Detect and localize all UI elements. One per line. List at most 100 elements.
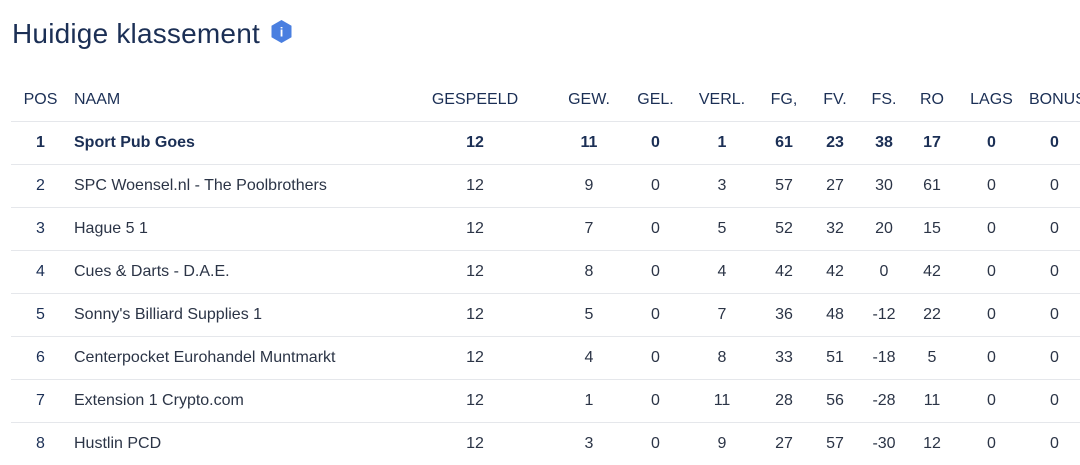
- cell-pos: 6: [11, 336, 70, 380]
- column-header-fv: FV.: [812, 79, 858, 122]
- column-header-fg: FG,: [756, 79, 812, 122]
- cell-lags: 0: [954, 250, 1029, 294]
- column-header-won: GEW.: [555, 79, 623, 122]
- cell-played: 12: [395, 379, 555, 423]
- cell-pos: 4: [11, 250, 70, 294]
- cell-fv: 57: [812, 422, 858, 465]
- cell-lost: 9: [688, 422, 756, 465]
- cell-name: Cues & Darts - D.A.E.: [70, 250, 395, 294]
- cell-won: 9: [555, 164, 623, 208]
- cell-lags: 0: [954, 293, 1029, 337]
- cell-drawn: 0: [623, 422, 688, 465]
- cell-drawn: 0: [623, 250, 688, 294]
- cell-name: Hustlin PCD: [70, 422, 395, 465]
- cell-pos: 2: [11, 164, 70, 208]
- cell-fs: 20: [858, 207, 910, 251]
- cell-fv: 27: [812, 164, 858, 208]
- cell-pos: 1: [11, 121, 70, 165]
- cell-lags: 0: [954, 121, 1029, 165]
- table-row: 2 SPC Woensel.nl - The Poolbrothers 12 9 0 3 5…: [11, 164, 1080, 208]
- cell-bonus: 0: [1029, 207, 1080, 251]
- cell-lags: 0: [954, 207, 1029, 251]
- cell-bonus: 0: [1029, 379, 1080, 423]
- cell-fv: 23: [812, 121, 858, 165]
- column-header-lags: LAGS: [954, 79, 1029, 122]
- cell-fg: 42: [756, 250, 812, 294]
- cell-won: 7: [555, 207, 623, 251]
- cell-ro: 15: [910, 207, 954, 251]
- cell-drawn: 0: [623, 336, 688, 380]
- cell-bonus: 0: [1029, 336, 1080, 380]
- column-header-pos: POS: [11, 79, 70, 122]
- cell-ro: 11: [910, 379, 954, 423]
- cell-fg: 33: [756, 336, 812, 380]
- table-row: 1 Sport Pub Goes 12 11 0 1 61 23 38 17 0 0: [11, 121, 1080, 165]
- cell-name: SPC Woensel.nl - The Poolbrothers: [70, 164, 395, 208]
- cell-lost: 5: [688, 207, 756, 251]
- info-icon[interactable]: i: [269, 19, 294, 44]
- cell-fg: 61: [756, 121, 812, 165]
- cell-fv: 48: [812, 293, 858, 337]
- cell-won: 1: [555, 379, 623, 423]
- cell-lost: 8: [688, 336, 756, 380]
- cell-fv: 42: [812, 250, 858, 294]
- table-row: 7 Extension 1 Crypto.com 12 1 0 11 28 56 -28 11 0 0: [11, 379, 1080, 423]
- cell-played: 12: [395, 121, 555, 165]
- cell-fs: -30: [858, 422, 910, 465]
- cell-fg: 57: [756, 164, 812, 208]
- cell-bonus: 0: [1029, 250, 1080, 294]
- cell-lost: 1: [688, 121, 756, 165]
- cell-fg: 27: [756, 422, 812, 465]
- cell-won: 3: [555, 422, 623, 465]
- cell-fs: -28: [858, 379, 910, 423]
- cell-pos: 8: [11, 422, 70, 465]
- cell-drawn: 0: [623, 379, 688, 423]
- cell-bonus: 0: [1029, 121, 1080, 165]
- cell-ro: 61: [910, 164, 954, 208]
- cell-ro: 42: [910, 250, 954, 294]
- table-row: 8 Hustlin PCD 12 3 0 9 27 57 -30 12 0 0: [11, 422, 1080, 465]
- cell-lags: 0: [954, 422, 1029, 465]
- cell-name: Centerpocket Eurohandel Muntmarkt: [70, 336, 395, 380]
- cell-drawn: 0: [623, 293, 688, 337]
- table-header-row: POS NAAM GESPEELD GEW. GEL. VERL. FG, FV. FS. RO L…: [11, 79, 1080, 122]
- column-header-fs: FS.: [858, 79, 910, 122]
- cell-fs: 0: [858, 250, 910, 294]
- cell-lost: 11: [688, 379, 756, 423]
- cell-fv: 51: [812, 336, 858, 380]
- cell-won: 11: [555, 121, 623, 165]
- cell-fs: 30: [858, 164, 910, 208]
- cell-pos: 3: [11, 207, 70, 251]
- table-row: 4 Cues & Darts - D.A.E. 12 8 0 4 42 42 0 42 0 0: [11, 250, 1080, 294]
- cell-fg: 28: [756, 379, 812, 423]
- column-header-played: GESPEELD: [395, 79, 555, 122]
- column-header-ro: RO: [910, 79, 954, 122]
- cell-bonus: 0: [1029, 293, 1080, 337]
- cell-fv: 32: [812, 207, 858, 251]
- cell-fg: 36: [756, 293, 812, 337]
- standings-table-container: POS NAAM GESPEELD GEW. GEL. VERL. FG, FV. FS. RO L…: [11, 79, 1080, 465]
- cell-ro: 22: [910, 293, 954, 337]
- cell-ro: 12: [910, 422, 954, 465]
- cell-bonus: 0: [1029, 422, 1080, 465]
- cell-fv: 56: [812, 379, 858, 423]
- cell-won: 5: [555, 293, 623, 337]
- cell-lags: 0: [954, 336, 1029, 380]
- table-row: 5 Sonny's Billiard Supplies 1 12 5 0 7 36 48 -12…: [11, 293, 1080, 337]
- cell-pos: 7: [11, 379, 70, 423]
- cell-played: 12: [395, 250, 555, 294]
- cell-fs: -12: [858, 293, 910, 337]
- info-icon-glyph: i: [280, 25, 284, 40]
- cell-won: 4: [555, 336, 623, 380]
- cell-lags: 0: [954, 379, 1029, 423]
- table-row: 3 Hague 5 1 12 7 0 5 52 32 20 15 0 0: [11, 207, 1080, 251]
- cell-lost: 3: [688, 164, 756, 208]
- cell-name: Sport Pub Goes: [70, 121, 395, 165]
- column-header-lost: VERL.: [688, 79, 756, 122]
- column-header-name: NAAM: [70, 79, 395, 122]
- table-body: 1 Sport Pub Goes 12 11 0 1 61 23 38 17 0 0 2 SPC Woen…: [11, 121, 1080, 465]
- cell-played: 12: [395, 336, 555, 380]
- cell-played: 12: [395, 207, 555, 251]
- cell-drawn: 0: [623, 164, 688, 208]
- cell-lags: 0: [954, 164, 1029, 208]
